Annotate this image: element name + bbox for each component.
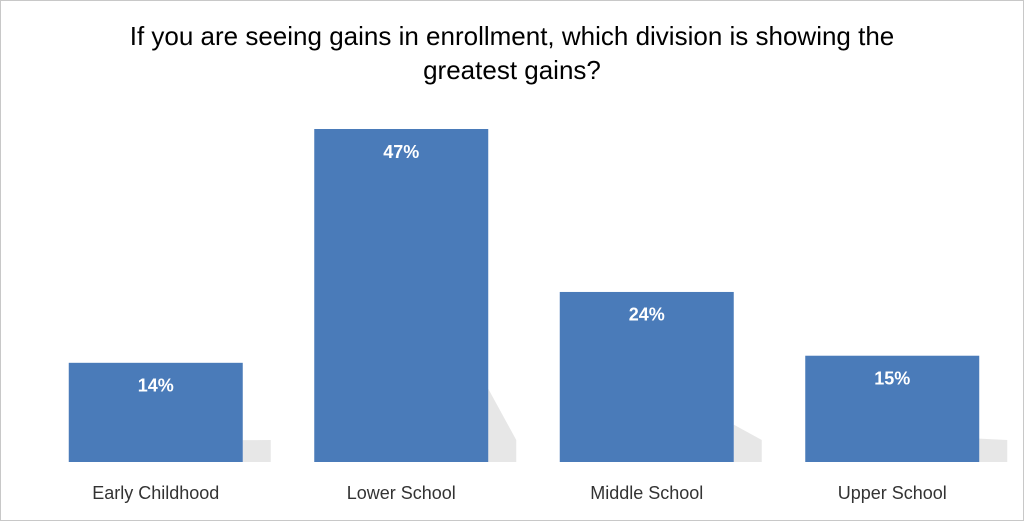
bar bbox=[805, 355, 980, 462]
x-tick-label: Upper School bbox=[838, 483, 947, 503]
bar-shadow bbox=[242, 440, 271, 462]
value-label: 47% bbox=[383, 142, 419, 162]
chart-title: If you are seeing gains in enrollment, w… bbox=[129, 21, 895, 85]
bar-shadow bbox=[733, 424, 762, 462]
x-tick-label: Early Childhood bbox=[92, 483, 219, 503]
value-label: 24% bbox=[629, 305, 665, 325]
bar-shadow bbox=[488, 388, 517, 462]
bar-shadow bbox=[979, 438, 1008, 462]
x-tick-label: Middle School bbox=[590, 483, 703, 503]
value-label: 14% bbox=[138, 376, 174, 396]
bar bbox=[314, 129, 489, 462]
bar bbox=[68, 362, 243, 462]
bar bbox=[559, 291, 734, 462]
x-tick-label: Lower School bbox=[347, 483, 456, 503]
value-label: 15% bbox=[874, 368, 910, 388]
